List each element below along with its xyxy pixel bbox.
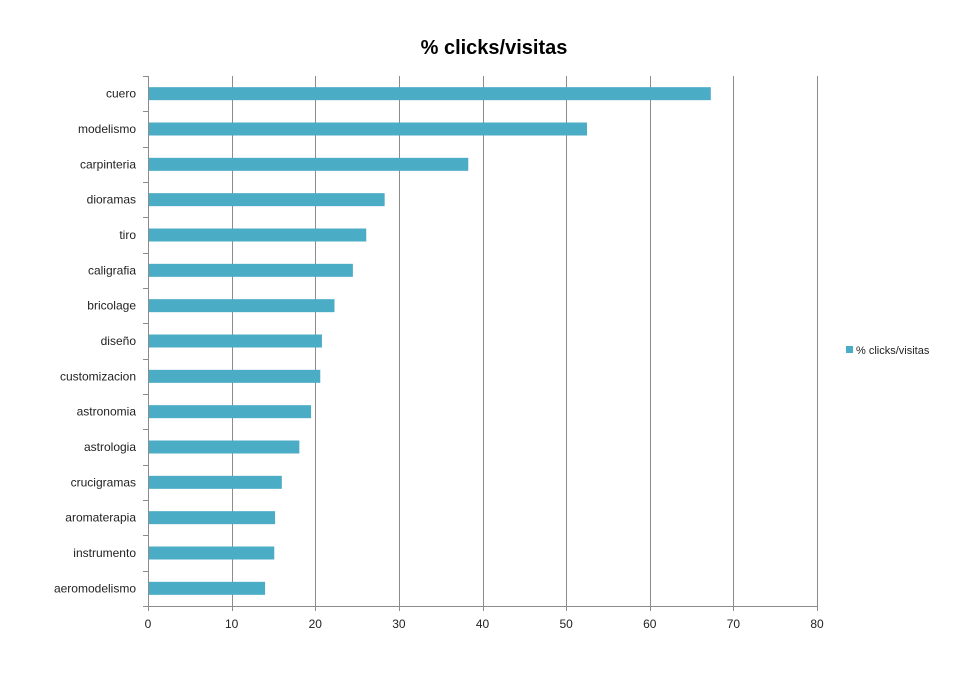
x-tick-label: 0 — [145, 617, 152, 631]
bar — [149, 334, 322, 348]
y-tick-label: tiro — [119, 228, 136, 242]
y-tick-labels: cuero modelismo carpinteria dioramas tiro cal… — [54, 87, 136, 596]
bar — [149, 546, 275, 560]
bar — [149, 87, 711, 101]
bar — [149, 263, 353, 277]
chart-title: % clicks/visitas — [421, 37, 568, 59]
bar — [149, 511, 276, 525]
bar — [149, 193, 385, 207]
y-tick-label: customizacion — [60, 369, 136, 383]
y-tick-label: instrumento — [73, 546, 136, 560]
x-tick-label: 20 — [309, 617, 323, 631]
x-tick-label: 80 — [810, 617, 824, 631]
y-tick-label: dioramas — [87, 193, 136, 207]
x-tick-label: 70 — [727, 617, 741, 631]
bar — [149, 299, 335, 313]
x-tick-label: 10 — [225, 617, 239, 631]
y-tick-label: diseño — [101, 334, 137, 348]
y-tick-label: aromaterapia — [65, 511, 136, 525]
bar — [149, 157, 469, 171]
bar — [149, 369, 321, 383]
y-tick-label: bricolage — [87, 299, 136, 313]
y-tick-label: caligrafia — [88, 263, 136, 277]
legend: % clicks/visitas — [846, 345, 930, 357]
y-tick-label: cuero — [106, 87, 136, 101]
bar — [149, 440, 300, 454]
legend-swatch — [846, 346, 853, 353]
x-tick-label: 30 — [392, 617, 406, 631]
y-tick-label: aeromodelismo — [54, 581, 136, 595]
y-tick-label: crucigramas — [71, 475, 136, 489]
x-tick-label: 40 — [476, 617, 490, 631]
y-tick-label: modelismo — [78, 122, 136, 136]
bar — [149, 122, 588, 136]
y-tick-label: carpinteria — [80, 157, 136, 171]
axes — [143, 76, 818, 611]
x-tick-label: 50 — [559, 617, 573, 631]
y-tick-label: astrologia — [84, 440, 136, 454]
bar — [149, 405, 312, 419]
y-tick-label: astronomia — [77, 405, 137, 419]
legend-label: % clicks/visitas — [856, 345, 930, 357]
x-tick-label: 60 — [643, 617, 657, 631]
x-tick-labels: 0 10 20 30 40 50 60 70 80 — [145, 617, 824, 631]
bar — [149, 475, 282, 489]
bar — [149, 228, 367, 242]
bar — [149, 581, 266, 595]
bars — [149, 87, 711, 595]
